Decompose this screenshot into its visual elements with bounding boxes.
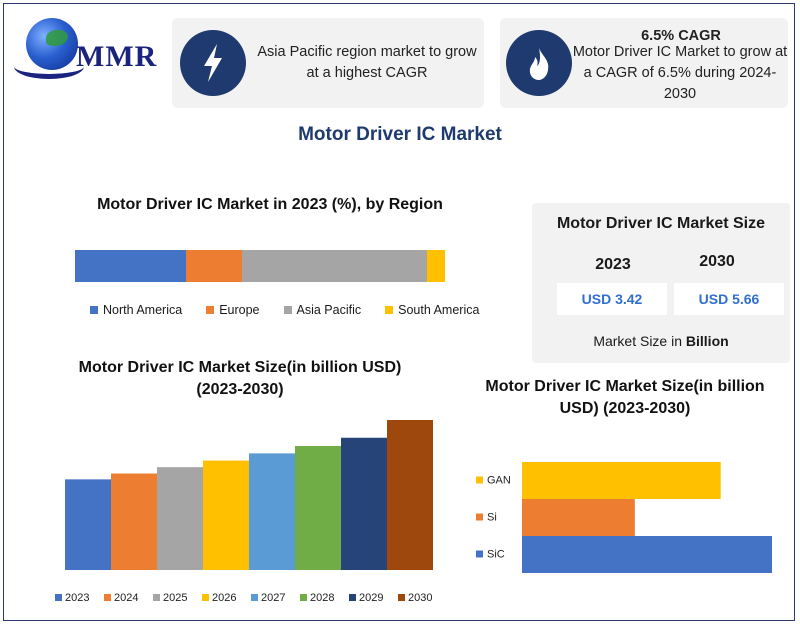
- type-chart-title: Motor Driver IC Market Size(in billion U…: [485, 378, 765, 417]
- legend-swatch-2030: [398, 594, 405, 601]
- category-label-sic: SiC: [487, 549, 505, 561]
- page-title: Motor Driver IC Market: [298, 124, 502, 145]
- region-chart-title: Motor Driver IC Market in 2023 (%), by R…: [97, 196, 443, 213]
- legend-swatch: [385, 306, 394, 314]
- legend-swatch-2029: [349, 594, 356, 601]
- market-size-unit: Market Size in Billion: [532, 333, 790, 349]
- legend-swatch-si: [476, 513, 483, 521]
- flame-icon: [506, 30, 572, 96]
- legend-label-2026: 2026: [212, 592, 236, 604]
- legend-label-2024: 2024: [114, 592, 138, 604]
- market-size-panel: Motor Driver IC Market Size 2023 2030 US…: [532, 203, 790, 363]
- unit-bold: Billion: [685, 333, 729, 349]
- info-card-cagr: 6.5% CAGR Motor Driver IC Market to grow…: [500, 18, 788, 108]
- legend-swatch-2026: [202, 594, 209, 601]
- legend-swatch-2023: [55, 594, 62, 601]
- legend-swatch-2028: [300, 594, 307, 601]
- legend-label: Asia Pacific: [296, 303, 362, 317]
- unit-prefix: Market Size in: [593, 333, 686, 349]
- legend-label-2029: 2029: [359, 592, 383, 604]
- legend-item-south-america: South America: [385, 303, 479, 317]
- size-chart-title: Motor Driver IC Market Size(in billion U…: [78, 359, 402, 398]
- category-label-gan: GAN: [487, 475, 511, 487]
- legend-swatch-gan: [476, 476, 483, 484]
- value-2030: USD 5.66: [674, 283, 784, 315]
- bar-2023: [65, 479, 111, 570]
- cagr-text: Motor Driver IC Market to grow at a CAGR…: [572, 44, 788, 102]
- region-segment-europe: [186, 250, 242, 282]
- year-2023-label: 2023: [595, 256, 631, 273]
- bar-si: [522, 499, 635, 536]
- legend-item-europe: Europe: [206, 303, 260, 317]
- region-segment-south-america: [426, 250, 445, 282]
- legend-label-2028: 2028: [310, 592, 334, 604]
- legend-label: South America: [398, 303, 480, 317]
- bar-2026: [203, 460, 249, 570]
- bar-2024: [111, 473, 157, 570]
- legend-swatch-sic: [476, 550, 483, 558]
- legend-swatch-2025: [153, 594, 160, 601]
- bar-gan: [522, 462, 721, 499]
- legend-swatch-2024: [104, 594, 111, 601]
- legend-swatch: [283, 306, 292, 314]
- market-size-title: Motor Driver IC Market Size: [556, 215, 766, 232]
- legend-label: North America: [103, 303, 183, 317]
- bar-sic: [522, 536, 772, 573]
- mmr-logo: MMR: [14, 18, 164, 79]
- yearly-bar-chart: 2023 2024 2025 2026 2027 2028 2029 2030: [55, 420, 433, 604]
- bar-2029: [341, 437, 387, 570]
- region-stacked-bar: [75, 250, 445, 282]
- type-bar-chart: GAN Si SiC: [476, 462, 772, 573]
- legend-swatch: [90, 306, 98, 314]
- info-card-region: Asia Pacific region market to grow at a …: [172, 18, 484, 108]
- legend-label-2025: 2025: [163, 592, 187, 604]
- legend-label-2030: 2030: [408, 592, 432, 604]
- legend-item-asia-pacific: Asia Pacific: [283, 303, 362, 317]
- region-segment-asia-pacific: [241, 250, 427, 282]
- legend-label: Europe: [219, 303, 260, 317]
- category-label-si: Si: [487, 512, 497, 524]
- legend-swatch-2027: [251, 594, 258, 601]
- year-2030-label: 2030: [699, 253, 735, 270]
- region-segment-north-america: [75, 250, 186, 282]
- legend-label-2023: 2023: [65, 592, 89, 604]
- legend-swatch: [206, 306, 215, 314]
- page-frame: [3, 3, 795, 621]
- bar-2030: [387, 420, 433, 570]
- region-legend: North America Europe Asia Pacific South Ame…: [90, 303, 479, 317]
- legend-label-2027: 2027: [261, 592, 285, 604]
- cagr-title: 6.5% CAGR: [641, 28, 721, 44]
- legend-item-north-america: North America: [90, 303, 182, 317]
- bar-2027: [249, 453, 295, 570]
- bar-2028: [295, 445, 341, 570]
- region-cagr-text: Asia Pacific region market to grow at a …: [257, 44, 477, 81]
- bar-2025: [157, 467, 203, 570]
- logo-text: MMR: [76, 40, 158, 73]
- lightning-icon: [180, 30, 246, 96]
- value-2023: USD 3.42: [557, 283, 667, 315]
- logo-swoosh: [14, 54, 84, 79]
